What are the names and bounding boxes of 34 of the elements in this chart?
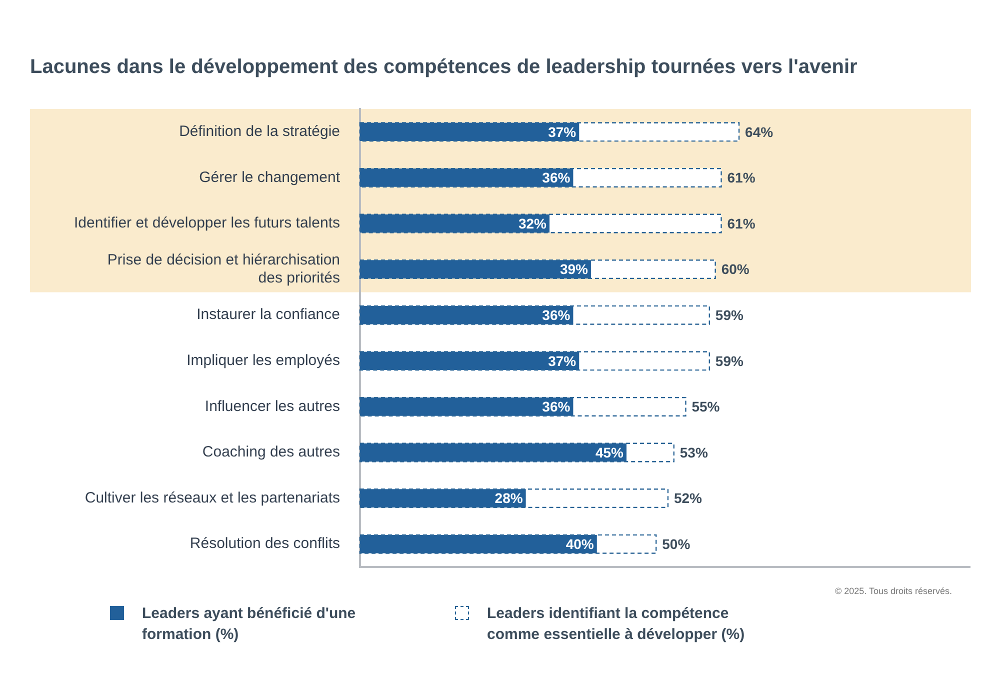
data-label: 64% xyxy=(745,124,774,140)
data-label: 28% xyxy=(494,490,524,506)
y-tick-label: Identifier et développer les futurs talents xyxy=(74,214,340,232)
data-label: 36% xyxy=(542,306,571,323)
y-tick-label: Gérer le changement xyxy=(199,168,341,186)
data-label: 59% xyxy=(715,352,744,369)
data-label: 37% xyxy=(548,124,577,140)
data-label: 36% xyxy=(542,170,571,186)
data-label: 61% xyxy=(727,215,756,232)
y-tick-label: Influencer les autres xyxy=(204,398,340,415)
text: © 2025. Tous droits réservés. xyxy=(834,586,952,596)
y-tick-label: Prise de décision et hiérarchisation des priorités xyxy=(107,251,340,286)
y-tick-label: Résolution des conflits xyxy=(190,535,340,552)
data-label: 36% xyxy=(542,398,571,415)
data-label: 32% xyxy=(518,215,548,232)
legend-label: Leaders identifiant la compétence comme essentielle à développer (%) xyxy=(487,604,746,645)
chart-title: Lacunes dans le développement des compétences de leadership tournées vers l'avenir xyxy=(30,56,858,79)
data-label: 61% xyxy=(727,170,756,186)
y-tick-label: Définition de la stratégie xyxy=(179,123,340,140)
data-label: 37% xyxy=(548,352,577,369)
y-tick-label: Instaurer la confiance xyxy=(196,306,340,324)
y-tick-label: Cultiver les réseaux et les partenariats xyxy=(84,489,340,506)
data-label: 45% xyxy=(595,444,624,460)
data-label: 60% xyxy=(721,261,750,278)
data-label: 40% xyxy=(566,536,594,552)
data-label: 59% xyxy=(715,306,744,323)
data-label: 52% xyxy=(674,490,703,506)
y-tick-label: Coaching des autres xyxy=(202,444,340,461)
data-label: 53% xyxy=(680,444,708,460)
data-label: 39% xyxy=(560,261,589,278)
y-tick-label: Impliquer les employés xyxy=(186,352,340,370)
data-label: 50% xyxy=(662,536,691,552)
data-label: 55% xyxy=(692,398,720,415)
legend-label: Leaders ayant bénéficié d'une formation (%) xyxy=(142,604,357,645)
